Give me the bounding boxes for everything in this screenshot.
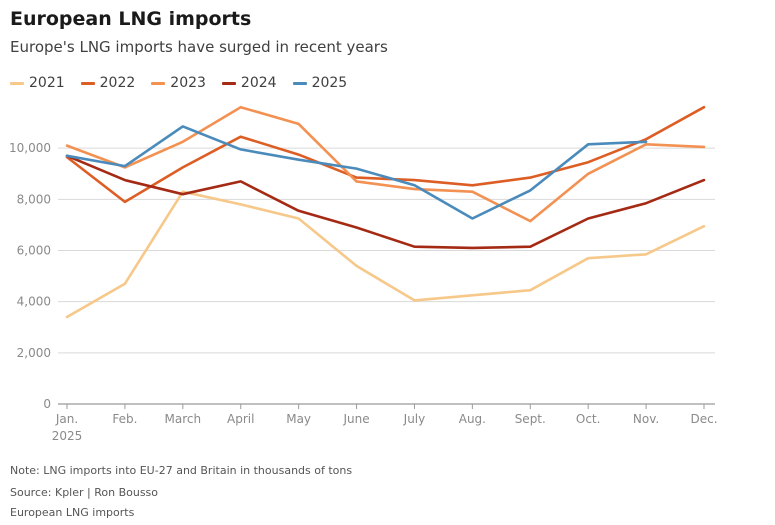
series-line-2021	[65, 190, 706, 319]
legend-label: 2023	[170, 75, 206, 91]
y-tick-label: 8,000	[17, 192, 51, 206]
legend-swatch	[80, 81, 95, 85]
legend-label: 2021	[29, 75, 65, 91]
legend-label: 2024	[240, 75, 277, 91]
x-tick-label: Aug.	[459, 412, 486, 426]
y-tick-label: 4,000	[17, 295, 51, 309]
chart-subtitle: Europe's LNG imports have surged in rece…	[10, 38, 388, 56]
legend-swatch	[151, 81, 166, 85]
legend-label: 2022	[99, 75, 136, 91]
legend-item-2021: 2021	[10, 75, 65, 91]
legend-item-2025: 2025	[292, 75, 348, 91]
legend-item-2024: 2024	[221, 75, 277, 91]
line-chart: 0 2,000 4,000 6,000 8,000 10,000 Jan. Feb. March…	[9, 105, 718, 443]
x-tick-label: Dec.	[690, 412, 717, 426]
y-tick-label: 6,000	[17, 244, 51, 258]
x-tick-year-label: 2025	[52, 429, 83, 443]
chart-legend: 2021 2022 2023 2024 2025	[10, 73, 363, 93]
chart-title: European LNG imports	[10, 8, 252, 30]
x-tick-label: March	[165, 412, 202, 426]
legend-label: 2025	[311, 75, 348, 91]
chart-note: Note: LNG imports into EU-27 and Britain…	[10, 464, 353, 477]
x-tick-label: June	[342, 412, 369, 426]
legend-swatch	[10, 81, 24, 85]
x-tick-label: May	[286, 412, 311, 426]
x-tick-label: Feb.	[112, 412, 137, 426]
legend-swatch	[292, 81, 307, 85]
x-tick-label: Oct.	[576, 412, 601, 426]
legend-item-2022: 2022	[80, 75, 136, 91]
y-tick-label: 10,000	[9, 141, 51, 155]
legend-item-2023: 2023	[151, 75, 206, 91]
y-tick-label: 2,000	[17, 346, 51, 360]
y-tick-label: 0	[43, 397, 51, 411]
series-line-2022	[65, 105, 706, 204]
chart-source: Source: Kpler | Ron Bousso	[10, 486, 159, 499]
x-tick-label: April	[227, 412, 254, 426]
chart-caption: European LNG imports	[10, 506, 135, 519]
series-line-2025	[65, 125, 648, 220]
series-line-2024	[65, 154, 706, 250]
x-tick-label: July	[403, 412, 426, 426]
x-tick-label: Sept.	[515, 412, 546, 426]
series-line-2023	[65, 105, 706, 223]
x-tick-label: Nov.	[633, 412, 659, 426]
legend-swatch	[221, 81, 236, 85]
x-tick-label: Jan.	[55, 412, 78, 426]
